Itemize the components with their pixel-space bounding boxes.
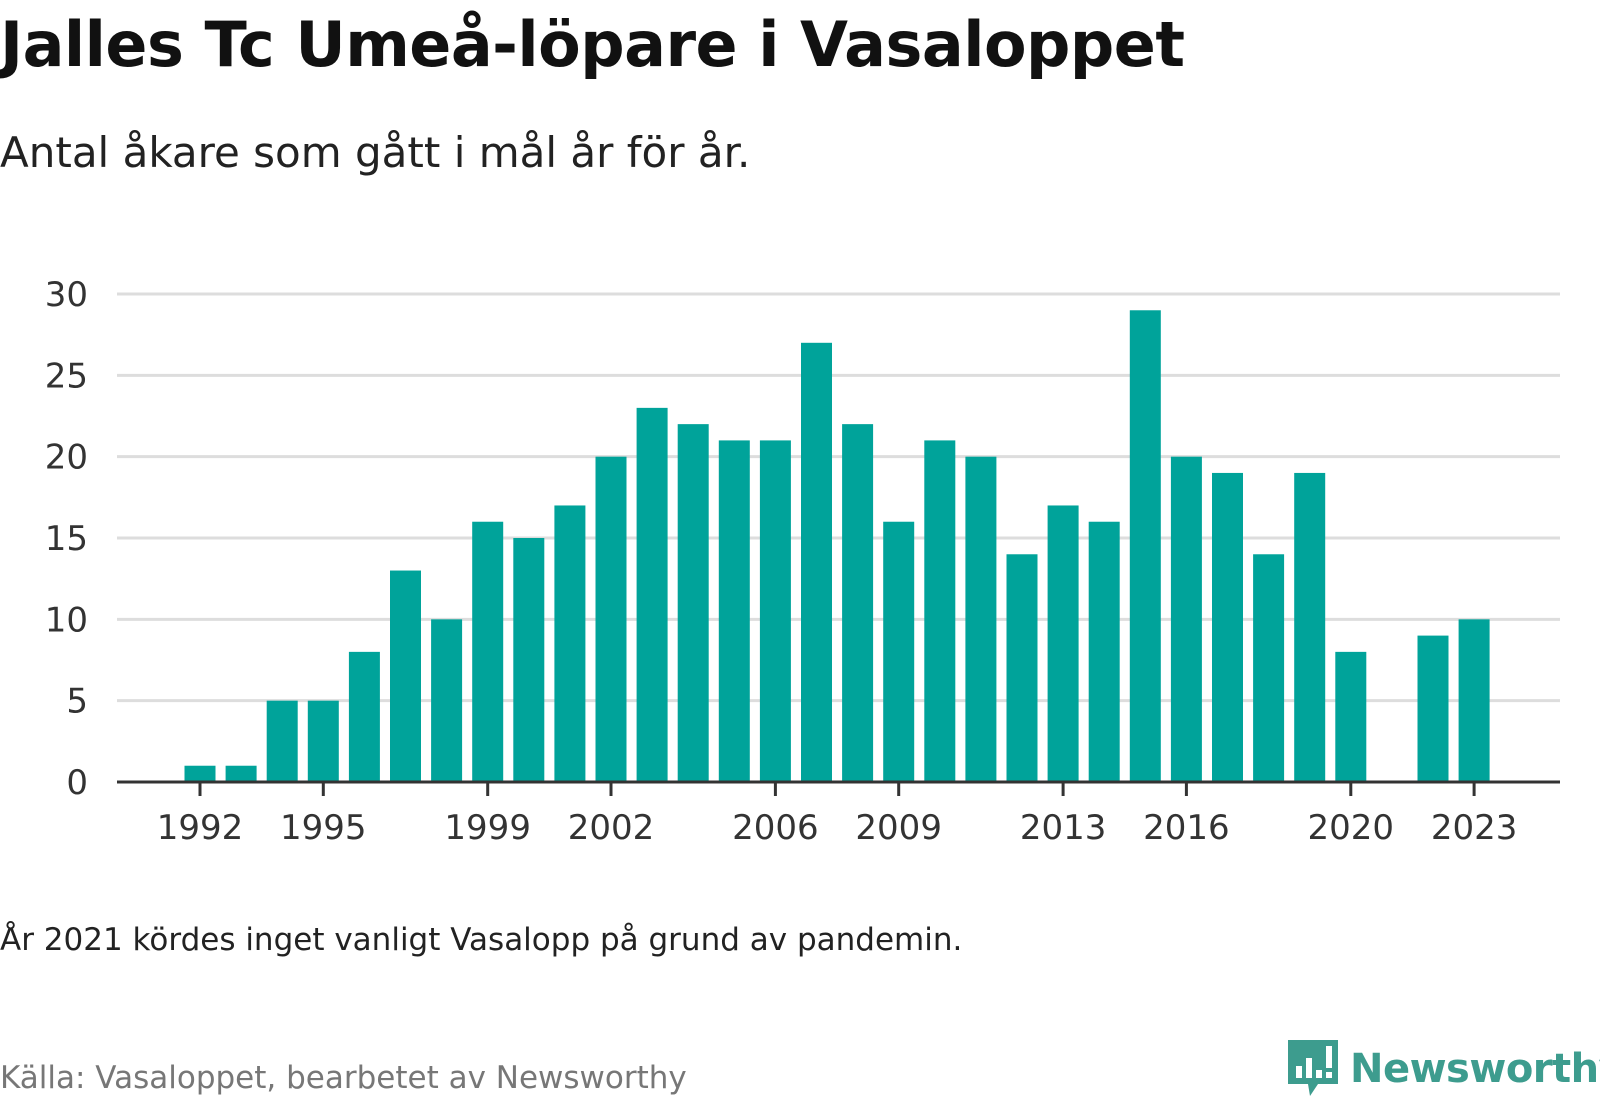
chart-title: Jalles Tc Umeå-löpare i Vasaloppet — [0, 8, 1185, 81]
bar-2022 — [1417, 635, 1449, 782]
bar-2000 — [513, 538, 545, 782]
bar-2002 — [595, 456, 627, 782]
bar-2001 — [554, 505, 586, 782]
x-tick-label: 2009 — [855, 808, 942, 848]
bar-2010 — [924, 440, 956, 782]
bar-2016 — [1170, 456, 1202, 782]
y-tick-label: 25 — [45, 356, 88, 396]
x-tick-label: 2006 — [732, 808, 819, 848]
bar-2023 — [1458, 619, 1490, 782]
bar-1994 — [266, 700, 298, 782]
y-tick-label: 20 — [45, 438, 88, 478]
bar-2018 — [1253, 554, 1285, 782]
bar-2015 — [1129, 310, 1161, 782]
bar-1995 — [307, 700, 339, 782]
bar-2009 — [883, 521, 915, 782]
y-tick-label: 15 — [45, 519, 88, 559]
x-tick-label: 1999 — [444, 808, 531, 848]
bar-1999 — [472, 521, 504, 782]
y-tick-label: 30 — [45, 275, 88, 315]
x-tick-label: 1992 — [157, 808, 244, 848]
bar-1998 — [431, 619, 463, 782]
bar-1993 — [225, 765, 257, 782]
y-tick-label: 5 — [66, 682, 88, 722]
source-credit: Källa: Vasaloppet, bearbetet av Newswort… — [0, 1060, 687, 1096]
bar-chart: 0 5 10 15 20 25 30 1992 1995 1999 2002 2006 2009 2013… — [45, 275, 1560, 848]
chart-note: År 2021 kördes inget vanligt Vasalopp på… — [0, 922, 963, 958]
bar-1997 — [390, 570, 421, 782]
x-tick-label: 2023 — [1431, 808, 1518, 848]
bar-2012 — [1006, 554, 1038, 782]
chart-subtitle: Antal åkare som gått i mål år för år. — [0, 128, 751, 177]
bar-2006 — [759, 440, 791, 782]
newsworthy-logo-icon — [1288, 1040, 1338, 1096]
bar-2019 — [1294, 472, 1326, 782]
bar-2013 — [1047, 505, 1079, 782]
x-tick-label: 2020 — [1308, 808, 1395, 848]
newsworthy-logo: Newsworthy — [1288, 1040, 1600, 1098]
bar-2017 — [1212, 472, 1243, 782]
y-tick-label: 0 — [66, 763, 88, 803]
bar-2020 — [1335, 651, 1367, 782]
bar-1992 — [184, 765, 216, 782]
bar-1996 — [348, 651, 380, 782]
bar-2004 — [677, 424, 709, 782]
bar-2005 — [718, 440, 750, 782]
x-tick-label: 2013 — [1020, 808, 1107, 848]
x-tick-label: 1995 — [280, 808, 367, 848]
x-tick-label: 2002 — [568, 808, 655, 848]
bar-2014 — [1088, 521, 1120, 782]
x-tick-label: 2016 — [1143, 808, 1230, 848]
logo-text: Newsworthy — [1350, 1046, 1600, 1092]
bar-2007 — [801, 342, 832, 782]
bar-2011 — [965, 456, 997, 782]
bar-2003 — [636, 407, 668, 782]
bar-2008 — [842, 424, 874, 782]
y-tick-label: 10 — [45, 600, 88, 640]
